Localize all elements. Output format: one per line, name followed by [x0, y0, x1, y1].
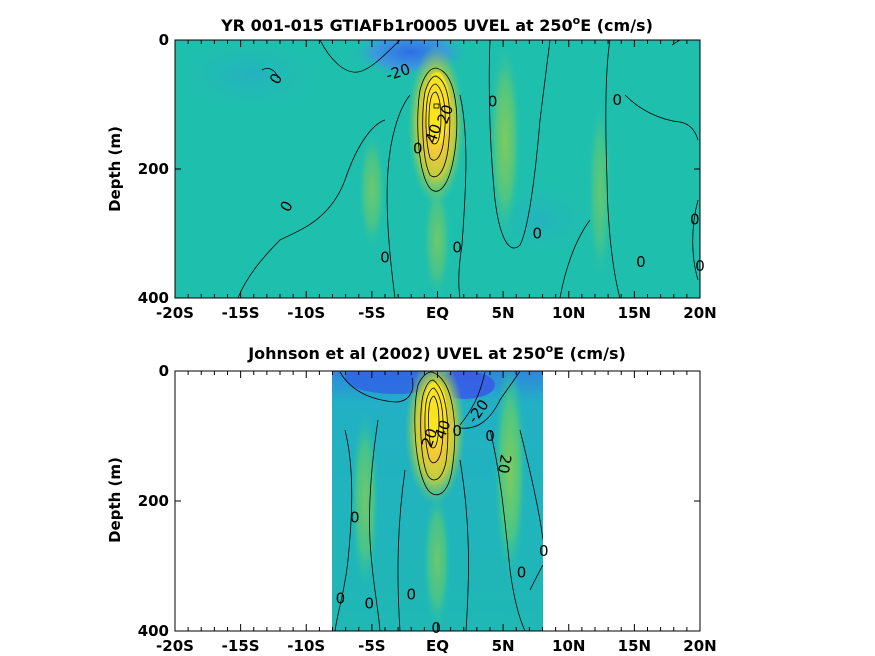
contour-label: 0	[406, 586, 416, 604]
panel-2-y-axis-label: Depth (m)	[106, 457, 124, 543]
panel-1: YR 001-015 GTIAFb1r0005 UVEL at 250oE (c…	[106, 14, 717, 322]
x-tick-label: 5N	[492, 637, 515, 655]
x-tick-label: -20S	[156, 304, 194, 322]
contour-label: 0	[636, 253, 646, 271]
x-tick-label: -10S	[287, 304, 325, 322]
contour-label: 0	[413, 139, 423, 157]
x-tick-label: 10N	[552, 304, 585, 322]
contour-label: 0	[539, 542, 549, 560]
x-tick-label: -5S	[358, 637, 385, 655]
x-tick-label: -15S	[222, 304, 260, 322]
contour-label: 0	[380, 248, 390, 266]
y-tick-label: 400	[138, 622, 169, 640]
contour-label: 0	[485, 427, 495, 445]
contour-label: 0	[452, 239, 462, 257]
contour-label: 20	[434, 102, 457, 126]
contour-label: 20	[418, 426, 441, 450]
y-tick-label: 200	[138, 160, 169, 178]
contour-label: 0	[690, 210, 700, 228]
contour-label: 0	[613, 91, 623, 109]
x-tick-label: 20N	[683, 304, 716, 322]
x-tick-label: 15N	[618, 304, 651, 322]
contour-label: 0	[488, 92, 498, 110]
y-tick-label: 0	[159, 362, 169, 380]
panel-2-title: Johnson et al (2002) UVEL at 250oE (cm/s…	[247, 342, 626, 363]
contour-label: 20	[494, 453, 515, 475]
y-tick-label: 0	[159, 31, 169, 49]
x-tick-label: 15N	[618, 637, 651, 655]
y-tick-label: 200	[138, 492, 169, 510]
panel-1-contours	[237, 40, 699, 298]
x-tick-label: 10N	[552, 637, 585, 655]
contour-label: 0	[532, 225, 542, 243]
contour-label: 0	[364, 595, 374, 613]
x-tick-label: EQ	[426, 304, 449, 322]
contour-label: 0	[336, 590, 346, 608]
panel-1-y-axis-label: Depth (m)	[106, 126, 124, 212]
y-tick-label: 400	[138, 289, 169, 307]
x-tick-label: -10S	[287, 637, 325, 655]
contour-label: 0	[517, 564, 527, 582]
x-tick-label: 20N	[683, 637, 716, 655]
x-tick-label: -20S	[156, 637, 194, 655]
panel-1-title: YR 001-015 GTIAFb1r0005 UVEL at 250oE (c…	[220, 14, 653, 35]
panel-2: Johnson et al (2002) UVEL at 250oE (cm/s…	[106, 342, 717, 655]
x-tick-label: -15S	[222, 637, 260, 655]
panel-1-field	[175, 40, 700, 298]
contour-label: 0	[350, 508, 360, 526]
contour-label: 0	[431, 619, 441, 637]
contour-label: 40	[431, 417, 454, 441]
x-tick-label: 5N	[492, 304, 515, 322]
panel-2-field	[332, 371, 543, 631]
contour-label: 40	[422, 121, 445, 145]
panel-2-contours	[334, 371, 543, 631]
x-tick-label: EQ	[426, 637, 449, 655]
contour-label: 0	[452, 422, 462, 440]
x-tick-label: -5S	[358, 304, 385, 322]
